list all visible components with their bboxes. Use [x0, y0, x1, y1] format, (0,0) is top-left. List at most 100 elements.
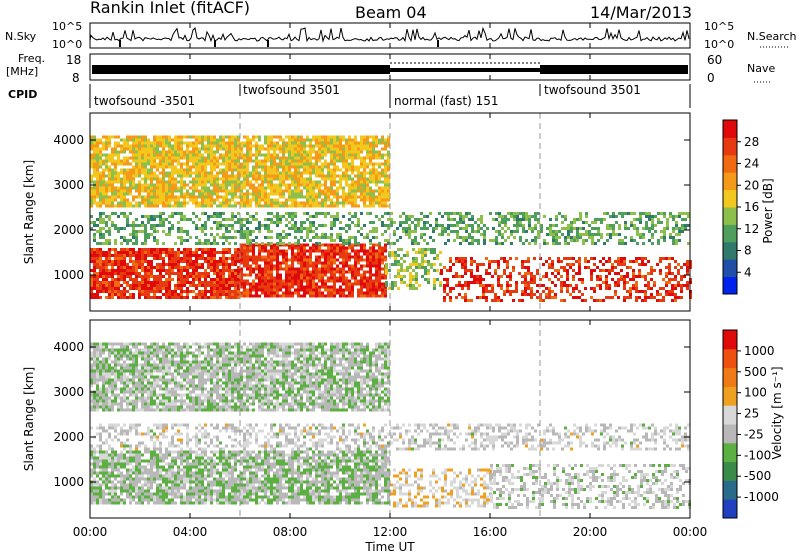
- power-cell: [309, 165, 312, 169]
- power-cell: [258, 186, 261, 190]
- power-cell: [339, 174, 342, 178]
- power-cell: [288, 294, 291, 298]
- power-cell: [455, 275, 458, 278]
- power-cell: [177, 153, 180, 157]
- power-cell: [171, 171, 174, 175]
- power-cell: [573, 227, 576, 230]
- power-cell: [464, 263, 467, 266]
- power-cell: [427, 248, 430, 251]
- power-cell: [644, 284, 647, 287]
- power-cell: [309, 252, 312, 256]
- power-cell: [470, 272, 473, 275]
- power-cell: [99, 227, 102, 230]
- power-cell: [348, 264, 351, 268]
- power-cell: [216, 177, 219, 181]
- power-cell: [446, 293, 449, 296]
- power-cell: [375, 276, 378, 280]
- power-cell: [123, 260, 126, 263]
- power-cell: [204, 257, 207, 260]
- power-cell: [102, 260, 105, 263]
- power-cell: [459, 227, 462, 230]
- power-cell: [117, 171, 120, 175]
- power-cell: [147, 162, 150, 166]
- power-cell: [279, 273, 282, 277]
- power-cell: [464, 293, 467, 296]
- power-cell: [291, 273, 294, 277]
- power-cell: [579, 233, 582, 236]
- power-cell: [288, 227, 291, 230]
- power-cell: [312, 221, 315, 224]
- power-cell: [414, 227, 417, 230]
- power-cell: [318, 171, 321, 175]
- power-cell: [135, 183, 138, 187]
- power-cell: [189, 257, 192, 260]
- power-cell: [201, 138, 204, 142]
- power-cell: [177, 272, 180, 275]
- power-cell: [354, 239, 357, 242]
- power-cell: [105, 254, 108, 257]
- power-cell: [381, 215, 384, 218]
- power-cell: [596, 266, 599, 269]
- power-cell: [318, 144, 321, 148]
- power-cell: [300, 282, 303, 286]
- power-cell: [506, 263, 509, 266]
- power-cell: [216, 171, 219, 175]
- power-cell: [195, 269, 198, 272]
- power-cell: [369, 282, 372, 286]
- power-cell: [93, 180, 96, 184]
- power-cell: [105, 192, 108, 196]
- power-cell: [225, 201, 228, 205]
- power-cell: [473, 260, 476, 263]
- power-cell: [504, 215, 507, 218]
- power-cell: [132, 177, 135, 181]
- power-cell: [273, 198, 276, 202]
- power-cell: [270, 273, 273, 277]
- power-cell: [144, 293, 147, 296]
- power-cell: [159, 287, 162, 290]
- power-cell: [488, 272, 491, 275]
- power-cell: [276, 204, 279, 208]
- power-cell: [485, 257, 488, 260]
- power-cell: [102, 144, 105, 148]
- power-cell: [647, 287, 650, 290]
- power-cell: [564, 242, 567, 245]
- power-cell: [285, 198, 288, 202]
- power-cell: [394, 254, 397, 257]
- power-cell: [462, 227, 465, 230]
- power-cell: [132, 174, 135, 178]
- power-cell: [339, 159, 342, 163]
- power-cell: [198, 165, 201, 169]
- power-cell: [267, 159, 270, 163]
- power-cell: [90, 156, 93, 160]
- power-cell: [93, 281, 96, 284]
- power-cell: [357, 270, 360, 274]
- power-cell: [516, 218, 519, 221]
- power-cell: [138, 195, 141, 199]
- power-cell: [418, 266, 421, 269]
- power-cell: [534, 212, 537, 215]
- power-cell: [156, 254, 159, 257]
- power-cell: [527, 266, 530, 269]
- power-cell: [195, 284, 198, 287]
- power-cell: [252, 230, 255, 233]
- power-cell: [165, 248, 168, 251]
- power-cell: [375, 249, 378, 253]
- power-cell: [99, 254, 102, 257]
- power-cell: [387, 212, 390, 215]
- power-cell: [234, 168, 237, 172]
- power-cell: [345, 174, 348, 178]
- power-cell: [345, 249, 348, 253]
- power-cell: [423, 233, 426, 236]
- power-cell: [441, 227, 444, 230]
- power-cell: [276, 264, 279, 268]
- power-cell: [129, 135, 132, 139]
- power-cell: [267, 294, 270, 298]
- power-cell: [174, 171, 177, 175]
- power-cell: [123, 212, 126, 215]
- power-cell: [267, 177, 270, 181]
- power-cell: [348, 239, 351, 242]
- power-cell: [409, 272, 412, 275]
- power-cell: [444, 242, 447, 245]
- power-cell: [312, 150, 315, 154]
- power-cell: [303, 150, 306, 154]
